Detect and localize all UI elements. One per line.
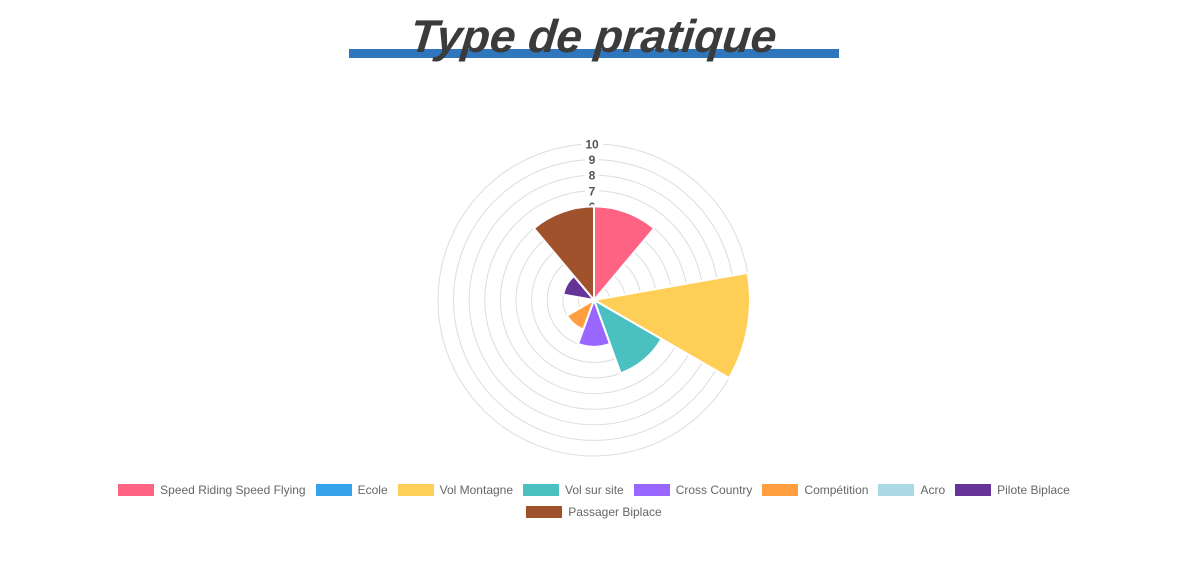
legend-item-ecole[interactable]: Ecole: [315, 482, 388, 498]
radial-tick-label-8: 8: [589, 169, 596, 183]
polar-area-chart-canvas[interactable]: 678910: [0, 76, 1188, 468]
legend-swatch-vol-sur-site: [523, 484, 560, 496]
legend-item-acro[interactable]: Acro: [878, 482, 945, 498]
page-title: Type de pratique: [407, 10, 780, 62]
legend-label: Pilote Biplace: [997, 483, 1070, 497]
radial-tick-label-7: 7: [589, 184, 596, 198]
legend-item-speed-riding-speed-flying[interactable]: Speed Riding Speed Flying: [118, 482, 306, 498]
tick-backdrop-9: [585, 152, 599, 167]
legend-item-vol-montagne[interactable]: Vol Montagne: [397, 482, 514, 498]
legend-swatch-acro: [878, 484, 915, 496]
legend-label: Vol Montagne: [439, 483, 514, 497]
legend-label: Vol sur site: [565, 483, 624, 497]
sector-speed-riding-speed-flying[interactable]: [593, 205, 656, 303]
legend-item-vol-sur-site[interactable]: Vol sur site: [523, 482, 624, 498]
radial-tick-label-10: 10: [585, 138, 599, 152]
legend-label: Ecole: [357, 483, 388, 497]
radial-tick-label-9: 9: [589, 153, 596, 167]
tick-backdrop-8: [585, 168, 599, 183]
legend-swatch-cross-country: [633, 484, 670, 496]
sector-vol-sur-site[interactable]: [592, 297, 663, 375]
legend-label: Acro: [920, 483, 946, 497]
legend-label: Cross Country: [675, 483, 753, 497]
legend-item-pilote-biplace[interactable]: Pilote Biplace: [955, 482, 1070, 498]
legend-label: Passager Biplace: [568, 505, 662, 519]
legend-swatch-competition: [762, 484, 799, 496]
legend-swatch-passager-biplace: [526, 506, 563, 518]
legend-label: Speed Riding Speed Flying: [160, 483, 306, 497]
chart-legend: Speed Riding Speed Flying Ecole Vol Montag…: [0, 482, 1188, 520]
tick-backdrop-10: [581, 137, 603, 151]
sector-vol-montagne[interactable]: [591, 271, 751, 380]
legend-label: Compétition: [804, 483, 869, 497]
sector-passager-biplace[interactable]: [532, 205, 595, 303]
legend-row-2: Passager Biplace: [526, 504, 662, 520]
legend-swatch-ecole: [315, 484, 352, 496]
legend-swatch-speed-riding-speed-flying: [118, 484, 155, 496]
sector-competition[interactable]: [565, 297, 596, 331]
legend-item-cross-country[interactable]: Cross Country: [633, 482, 753, 498]
title-underline-bar: [349, 49, 839, 58]
tick-backdrop-7: [585, 183, 599, 198]
legend-swatch-pilote-biplace: [955, 484, 992, 496]
legend-item-competition[interactable]: Compétition: [762, 482, 868, 498]
sector-cross-country[interactable]: [576, 297, 612, 348]
legend-swatch-vol-montagne: [397, 484, 434, 496]
chart-header: Type de pratique: [0, 0, 1188, 76]
legend-row-1: Speed Riding Speed Flying Ecole Vol Montag…: [118, 482, 1070, 498]
legend-item-passager-biplace[interactable]: Passager Biplace: [526, 504, 662, 520]
